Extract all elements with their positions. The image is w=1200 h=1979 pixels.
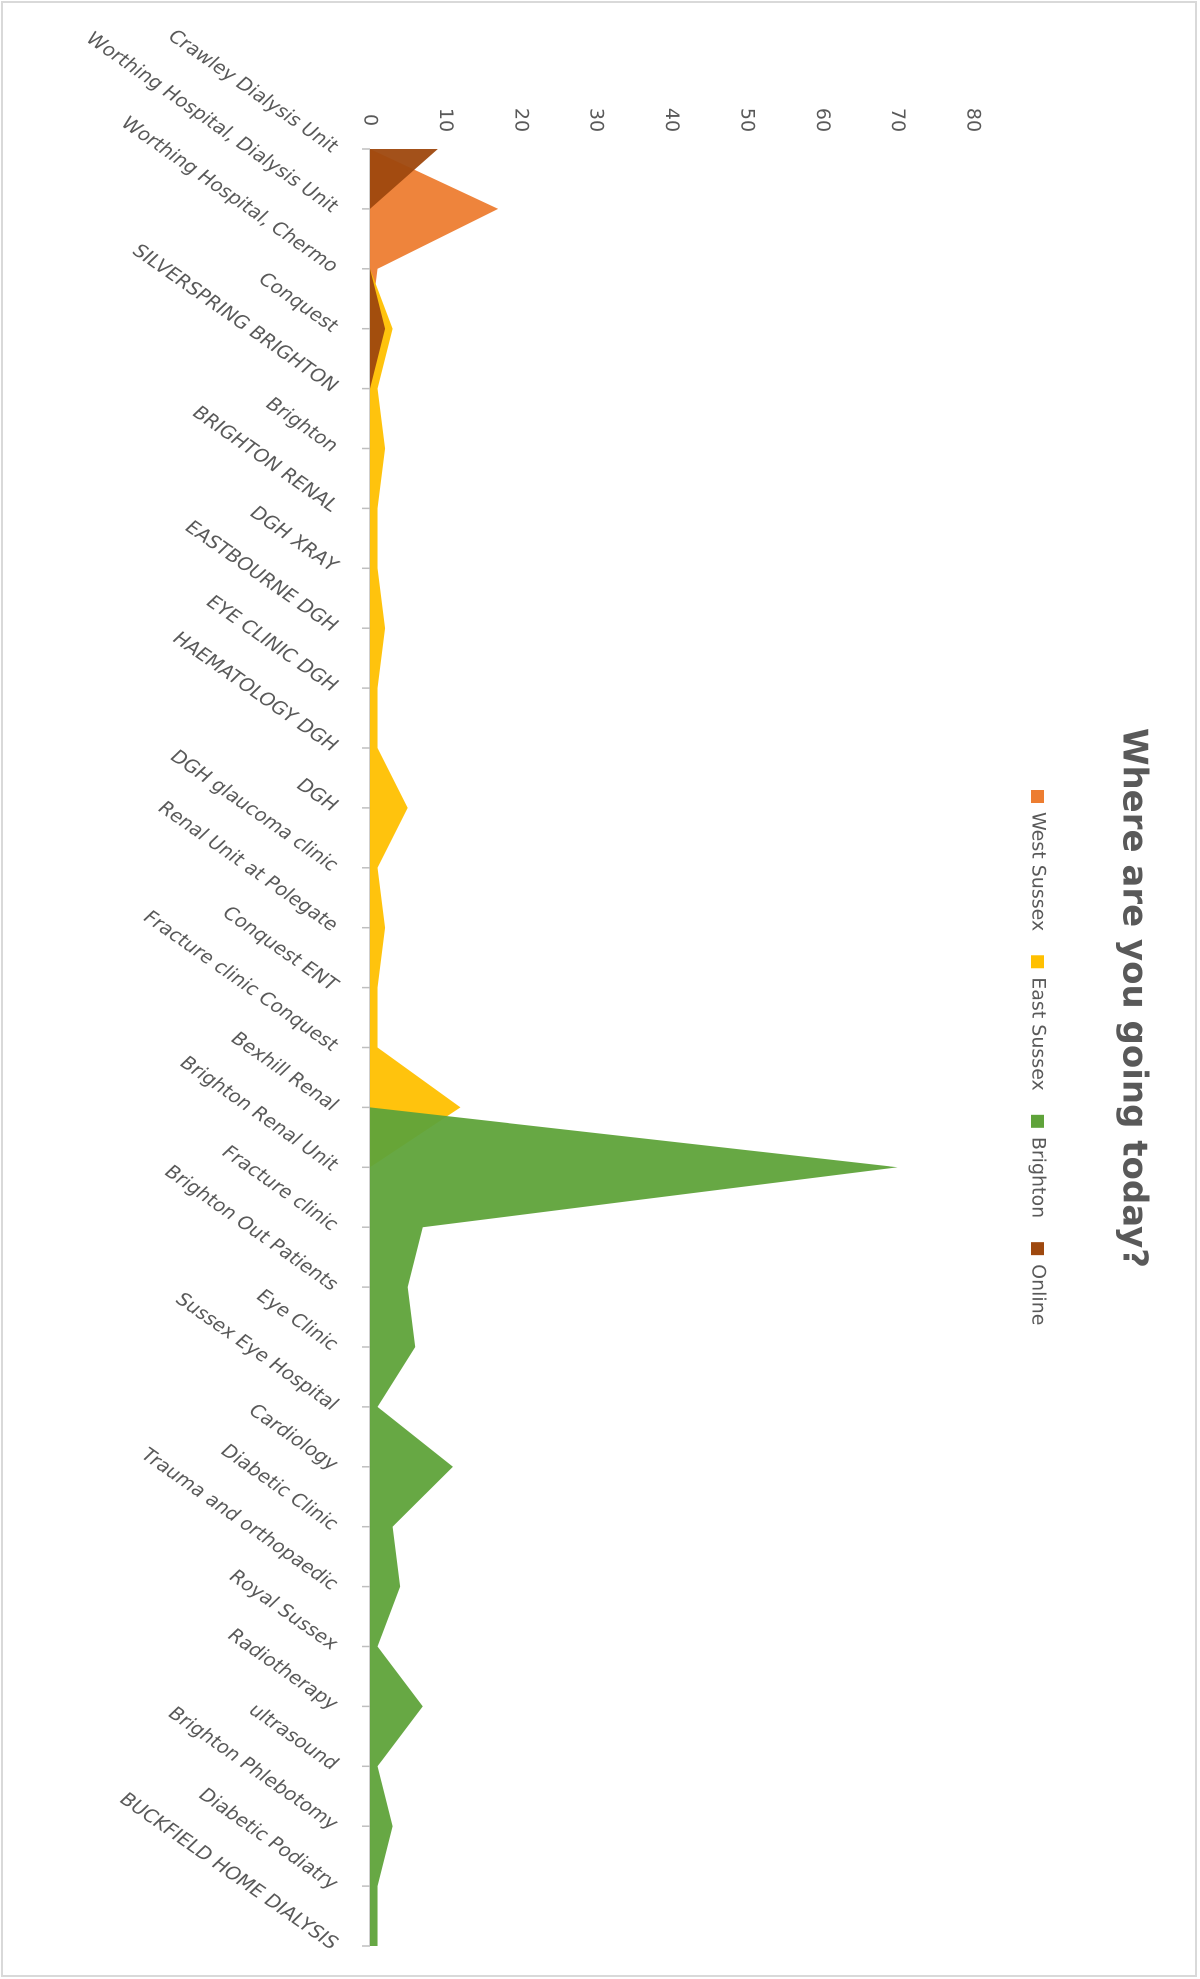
chart-title: Where are you going today? [1115,728,1155,1268]
value-tick-label: 20 [510,108,532,132]
value-tick-label: 60 [812,108,834,132]
area [370,149,438,1946]
legend-marker [1031,1242,1044,1256]
legend-label: Online [1028,1264,1050,1325]
value-tick-label: 30 [586,108,608,132]
value-tick-label: 40 [661,108,683,132]
value-tick-label: 10 [435,108,457,132]
legend-label: East Sussex [1028,977,1050,1091]
value-tick-label: 0 [360,114,382,126]
legend-marker [1031,790,1044,803]
legend-marker [1031,955,1044,969]
value-tick-label: 80 [963,108,985,132]
legend-label: Brighton [1028,1137,1050,1218]
value-tick-label: 70 [887,108,909,132]
legend-label: West Sussex [1028,812,1050,931]
value-tick-label: 50 [736,108,758,132]
legend-marker [1031,1114,1044,1128]
